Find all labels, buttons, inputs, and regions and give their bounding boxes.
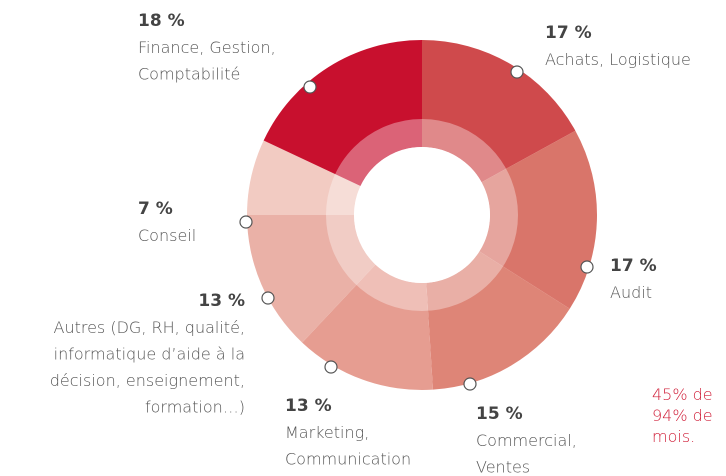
donut-hole [354, 147, 490, 283]
donut-segment [479, 130, 598, 309]
value-label: 15 % [476, 404, 523, 424]
category-label: Marketing, [285, 423, 369, 442]
category-label: Conseil [138, 226, 196, 245]
donut-segment [263, 40, 422, 187]
category-label: formation…) [145, 398, 245, 417]
category-label: Audit [610, 283, 652, 302]
category-label: Ventes [476, 458, 530, 476]
value-label: 13 % [198, 291, 245, 311]
label-marker [510, 65, 524, 79]
category-label: Commercial, [476, 431, 577, 450]
category-label: décision, enseignement, [50, 371, 245, 390]
donut-segment [247, 140, 361, 215]
value-label: 17 % [610, 256, 657, 276]
value-label: 13 % [285, 396, 332, 416]
donut-segment [426, 251, 570, 390]
donut-segment [247, 215, 376, 343]
donut-segment [422, 40, 576, 183]
category-label: Finance, Gestion, [138, 38, 276, 57]
annotation: mois. [652, 427, 695, 446]
annotation: 94% de [652, 406, 713, 425]
label-marker [303, 80, 317, 94]
label-marker [580, 260, 594, 274]
category-label: Autres (DG, RH, qualité, [54, 318, 246, 337]
category-label: informatique d’aide à la [54, 345, 245, 364]
inner-ring [326, 119, 518, 311]
category-label: Achats, Logistique [545, 50, 691, 69]
label-marker [239, 215, 253, 229]
value-label: 18 % [138, 11, 185, 31]
annotation: 45% de [652, 385, 713, 404]
label-marker [463, 377, 477, 391]
label-marker [324, 360, 338, 374]
category-label: Communication [285, 450, 411, 469]
donut-segment [302, 264, 433, 390]
value-label: 7 % [138, 199, 173, 219]
label-marker [261, 291, 275, 305]
category-label: Comptabilité [138, 65, 240, 84]
value-label: 17 % [545, 23, 592, 43]
